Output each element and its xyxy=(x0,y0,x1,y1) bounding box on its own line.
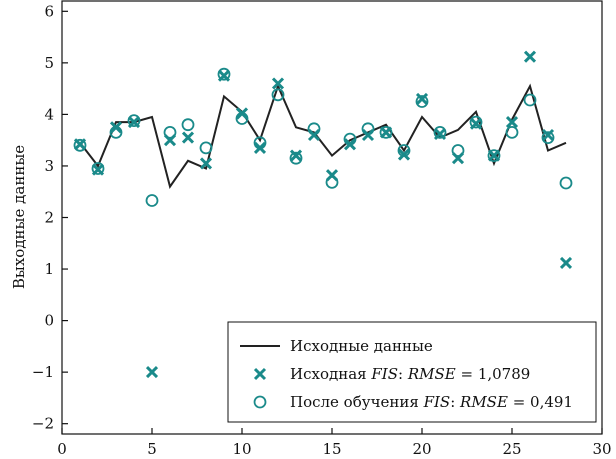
point-trained-fis xyxy=(217,67,231,81)
point-trained-fis xyxy=(307,122,321,136)
point-initial-fis xyxy=(541,128,555,142)
point-trained-fis xyxy=(379,125,393,139)
y-tick-label: 3 xyxy=(44,157,54,175)
y-tick-label: 0 xyxy=(44,312,54,330)
point-trained-fis xyxy=(469,115,483,129)
point-trained-fis xyxy=(271,88,285,102)
y-tick-label: −2 xyxy=(32,415,54,433)
point-trained-fis xyxy=(559,176,573,190)
point-initial-fis xyxy=(397,148,411,161)
plot-marks xyxy=(73,50,573,379)
legend-label-source-data: Исходные данные xyxy=(290,337,433,355)
y-axis: −2 −1 0 1 2 3 4 5 6 xyxy=(32,2,68,433)
point-trained-fis xyxy=(145,194,159,207)
legend-label-initial-fis: Исходная FIS: RMSE = 1,0789 xyxy=(290,365,530,383)
y-tick-label: 1 xyxy=(44,260,54,278)
point-initial-fis xyxy=(523,50,537,63)
point-initial-fis xyxy=(145,366,159,379)
point-initial-fis xyxy=(271,77,285,90)
x-tick-label: 20 xyxy=(412,440,431,458)
point-trained-fis xyxy=(109,125,123,139)
point-trained-fis xyxy=(91,162,105,175)
x-tick-label: 15 xyxy=(322,440,341,458)
x-tick-label: 10 xyxy=(232,440,251,458)
point-initial-fis xyxy=(199,157,213,170)
y-tick-label: −1 xyxy=(32,363,54,381)
point-trained-fis xyxy=(415,95,429,108)
y-tick-label: 4 xyxy=(44,105,54,123)
x-tick-label: 5 xyxy=(147,440,157,458)
point-trained-fis xyxy=(253,136,267,150)
legend-label-trained-fis: После обучения FIS: RMSE = 0,491 xyxy=(290,393,573,411)
point-trained-fis xyxy=(451,144,465,157)
y-tick-label: 2 xyxy=(44,209,54,227)
legend-x-marker xyxy=(253,367,267,381)
point-trained-fis xyxy=(433,125,447,139)
x-tick-label: 25 xyxy=(502,440,521,458)
point-trained-fis xyxy=(487,149,501,163)
point-initial-fis xyxy=(415,92,429,105)
point-trained-fis xyxy=(361,122,375,136)
point-trained-fis xyxy=(127,114,141,127)
legend-o-marker xyxy=(253,395,267,409)
y-tick-label: 6 xyxy=(44,2,54,20)
point-trained-fis xyxy=(505,125,519,139)
point-trained-fis xyxy=(343,132,357,146)
point-initial-fis xyxy=(289,149,303,162)
point-trained-fis xyxy=(199,141,213,155)
legend-box xyxy=(227,321,597,423)
series-line-source-data xyxy=(79,83,567,189)
point-trained-fis xyxy=(541,131,555,145)
x-tick-label: 0 xyxy=(57,440,67,458)
point-initial-fis xyxy=(505,116,519,129)
point-trained-fis xyxy=(163,125,177,139)
point-trained-fis xyxy=(523,93,537,107)
y-axis-title: Выходные данные xyxy=(10,145,28,289)
point-initial-fis xyxy=(559,256,573,269)
point-trained-fis xyxy=(397,144,411,157)
legend: Исходные данные Исходная FIS: RMSE = 1,0… xyxy=(227,321,597,423)
point-trained-fis xyxy=(181,118,195,132)
x-axis: 0 5 10 15 20 25 30 xyxy=(57,428,612,458)
point-trained-fis xyxy=(289,151,303,165)
point-initial-fis xyxy=(181,131,195,144)
point-trained-fis xyxy=(325,175,339,189)
y-tick-label: 5 xyxy=(44,54,54,72)
x-tick-label: 30 xyxy=(592,440,611,458)
point-trained-fis xyxy=(73,138,87,152)
point-trained-fis xyxy=(235,112,249,125)
